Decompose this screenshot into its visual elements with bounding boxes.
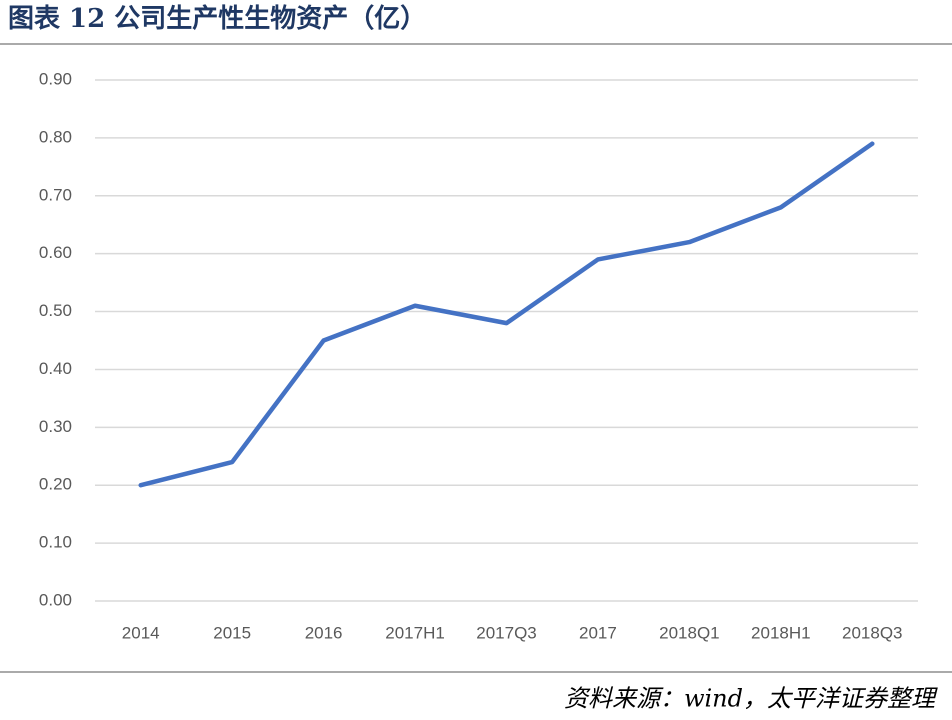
data-line [138,141,875,488]
x-tick-label: 2017Q3 [476,623,537,642]
y-tick-label: 0.20 [39,475,72,494]
y-tick-label: 0.50 [39,301,72,320]
x-tick-label: 2014 [122,623,160,642]
x-tick-label: 2017H1 [385,623,445,642]
x-tick-label: 2016 [305,623,343,642]
y-tick-label: 0.60 [39,243,72,262]
x-tick-label: 2018Q3 [842,623,903,642]
y-tick-label: 0.00 [39,590,72,609]
chart-title: 图表 12 公司生产性生物资产（亿） [8,4,426,34]
y-tick-label: 0.10 [39,533,72,552]
x-tick-label: 2018Q1 [659,623,720,642]
y-tick-label: 0.70 [39,185,72,204]
y-tick-label: 0.30 [39,417,72,436]
x-tick-label: 2015 [213,623,251,642]
source-note: 资料来源：wind，太平洋证券整理 [564,685,938,713]
x-tick-label: 2017 [579,623,617,642]
y-tick-label: 0.90 [39,69,72,88]
x-tick-label: 2018H1 [751,623,811,642]
y-tick-label: 0.40 [39,359,72,378]
y-tick-label: 0.80 [39,127,72,146]
